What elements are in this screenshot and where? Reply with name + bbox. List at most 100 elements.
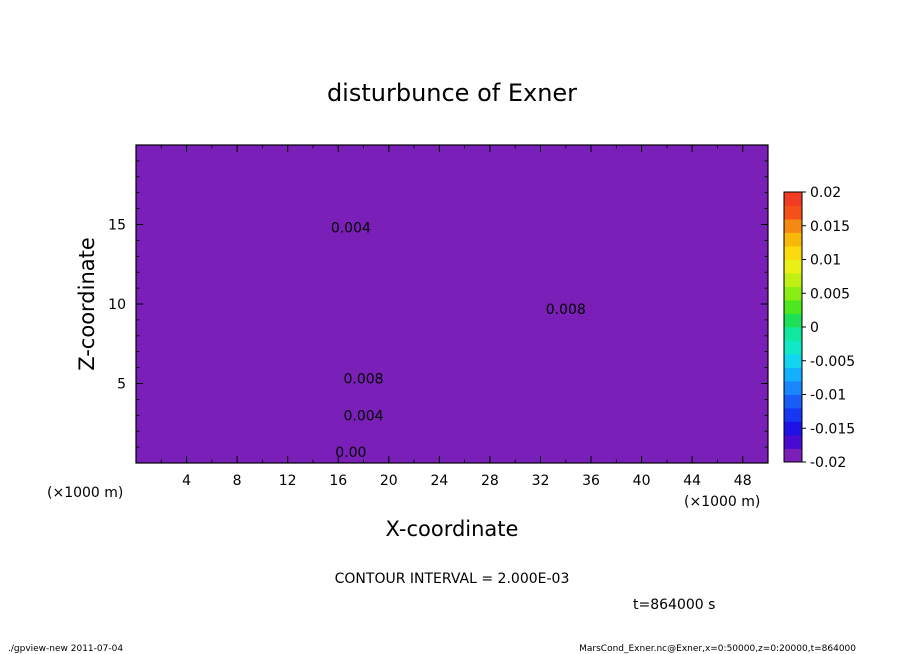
contour-cell bbox=[230, 348, 238, 355]
contour-cell bbox=[647, 398, 655, 404]
contour-cell bbox=[186, 264, 194, 270]
contour-cell bbox=[578, 274, 586, 280]
contour-cell bbox=[445, 353, 453, 360]
contour-cell bbox=[167, 423, 175, 429]
contour-cell bbox=[711, 328, 719, 335]
contour-cell bbox=[192, 224, 200, 231]
contour-cell bbox=[502, 308, 510, 315]
contour-cell bbox=[489, 428, 497, 434]
contour-cell bbox=[755, 418, 763, 424]
contour-cell bbox=[249, 289, 257, 295]
contour-cell bbox=[458, 353, 466, 360]
contour-cell bbox=[477, 318, 485, 325]
contour-cell bbox=[553, 343, 561, 350]
contour-cell bbox=[148, 224, 156, 231]
contour-cell bbox=[262, 358, 270, 365]
contour-cell bbox=[300, 313, 308, 320]
contour-cell bbox=[300, 269, 308, 275]
contour-cell bbox=[597, 388, 605, 395]
contour-cell bbox=[325, 353, 333, 360]
contour-cell bbox=[249, 338, 257, 345]
contour-cell bbox=[496, 264, 504, 270]
contour-cell bbox=[470, 413, 478, 419]
contour-cell bbox=[458, 393, 466, 400]
contour-cell bbox=[382, 363, 390, 370]
contour-cell bbox=[199, 323, 207, 330]
contour-cell bbox=[369, 363, 377, 370]
contour-cell bbox=[761, 244, 768, 250]
contour-cell bbox=[572, 458, 579, 463]
contour-cell bbox=[338, 274, 346, 280]
contour-cell bbox=[167, 358, 175, 365]
contour-cell bbox=[584, 388, 592, 395]
contour-cell bbox=[578, 338, 586, 345]
contour-cell bbox=[679, 408, 687, 414]
contour-cell bbox=[401, 249, 409, 255]
contour-cell bbox=[401, 274, 409, 280]
contour-cell bbox=[628, 289, 636, 295]
contour-cell bbox=[534, 373, 542, 380]
contour-cell bbox=[597, 373, 605, 380]
contour-cell bbox=[496, 219, 504, 226]
contour-cell bbox=[692, 428, 700, 434]
contour-cell bbox=[230, 249, 238, 255]
contour-cell bbox=[388, 333, 396, 340]
contour-cell bbox=[426, 299, 434, 305]
contour-cell bbox=[426, 438, 434, 444]
contour-cell bbox=[350, 269, 358, 275]
contour-cell bbox=[161, 443, 169, 449]
contour-cell bbox=[294, 264, 301, 270]
contour-cell bbox=[502, 408, 510, 414]
contour-cell bbox=[717, 423, 725, 429]
contour-cell bbox=[180, 348, 188, 355]
contour-cell bbox=[433, 239, 440, 245]
contour-cell bbox=[237, 338, 245, 345]
contour-cell bbox=[262, 428, 270, 434]
contour-cell bbox=[628, 368, 636, 375]
contour-cell bbox=[319, 294, 327, 300]
contour-cell bbox=[660, 323, 668, 330]
contour-cell bbox=[508, 254, 516, 260]
contour-cell bbox=[647, 343, 655, 350]
contour-cell bbox=[477, 323, 485, 330]
contour-cell bbox=[154, 453, 162, 459]
contour-cell bbox=[306, 229, 314, 236]
contour-cell bbox=[237, 368, 245, 375]
contour-cell bbox=[736, 453, 744, 459]
contour-cell bbox=[186, 229, 194, 236]
contour-cell bbox=[230, 328, 238, 335]
contour-cell bbox=[660, 383, 668, 390]
contour-cell bbox=[211, 448, 219, 454]
contour-cell bbox=[470, 398, 478, 404]
contour-cell bbox=[218, 358, 226, 365]
contour-cell bbox=[597, 328, 605, 335]
contour-cell bbox=[414, 363, 421, 370]
contour-cell bbox=[483, 254, 491, 260]
contour-cell bbox=[736, 418, 744, 424]
contour-cell bbox=[515, 224, 523, 231]
contour-cell bbox=[173, 244, 181, 250]
contour-cell bbox=[433, 323, 440, 330]
contour-cell bbox=[148, 214, 156, 221]
contour-cell bbox=[306, 259, 314, 265]
contour-cell bbox=[319, 418, 327, 424]
contour-cell bbox=[180, 244, 188, 250]
contour-cell bbox=[673, 363, 681, 370]
contour-cell bbox=[452, 249, 459, 255]
contour-cell bbox=[673, 318, 681, 325]
contour-cell bbox=[256, 408, 263, 414]
contour-cell bbox=[237, 428, 245, 434]
contour-cell bbox=[388, 274, 396, 280]
contour-cell bbox=[458, 458, 466, 463]
contour-cell bbox=[237, 289, 245, 295]
contour-cell bbox=[761, 363, 768, 370]
contour-cell bbox=[262, 299, 270, 305]
contour-cell bbox=[597, 428, 605, 434]
contour-cell bbox=[382, 348, 390, 355]
contour-cell bbox=[407, 338, 415, 345]
contour-cell bbox=[704, 244, 712, 250]
contour-cell bbox=[654, 333, 662, 340]
contour-cell bbox=[572, 408, 579, 414]
contour-cell bbox=[591, 408, 598, 414]
contour-cell bbox=[306, 443, 314, 449]
